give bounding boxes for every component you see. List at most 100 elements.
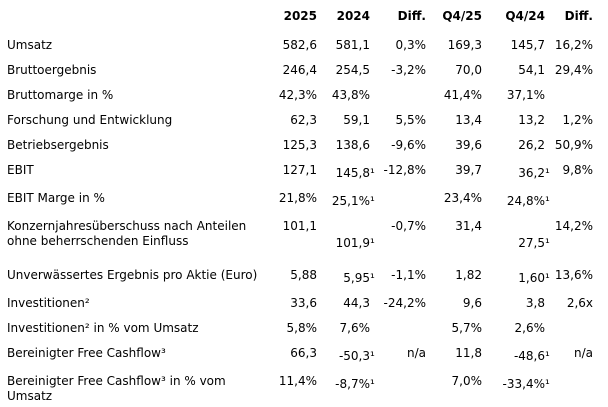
cell-ebit-2025-0: 127,1: [282, 163, 317, 177]
table-header: 2025 2024 Diff. Q4/25 Q4/24 Diff.: [0, 0, 608, 28]
cell-bruttoergebnis-2025-0: 246,4: [282, 63, 317, 77]
cell-bereinigter-free-cashflow-in-vom-umsatz-diff-2: [370, 364, 426, 404]
cell-bruttoergebnis-q4-25-3: 70,0: [455, 63, 482, 77]
footnote-marker: ¹: [545, 271, 550, 285]
cell-konzernjahres-berschuss-nach-anteilen-oh-2025-0: 101,1: [282, 219, 317, 233]
cell-konzernjahres-berschuss-nach-anteilen-oh-2024-1: 101,9 ¹: [317, 209, 375, 258]
cell-betriebsergebnis-diff-5: 50,9%: [554, 138, 593, 152]
column-header-q4-24-5: Q4/24: [505, 9, 545, 23]
column-header-metric: [0, 0, 265, 28]
cell-bruttoergebnis-diff-5: 29,4%: [554, 63, 593, 77]
cell-value: 1,60 ¹: [518, 271, 550, 285]
cell-unverw-ssertes-ergebnis-pro-aktie-euro-q4-24-4: 1,60 ¹: [482, 258, 550, 286]
row-label: Betriebsergebnis: [7, 138, 109, 152]
cell-bruttomarge-in-q4-25-3: 41,4%: [443, 88, 482, 102]
table-row-investitionen-in-vom-umsatz: Investitionen² in % vom Umsatz 5,8% 7,6% 5,…: [0, 311, 608, 336]
cell-ebit-diff-5: 9,8%: [562, 163, 594, 177]
cell-ebit-q4-24-4: 36,2 ¹: [482, 153, 550, 181]
cell-forschung-und-entwicklung-diff-5: 1,2%: [562, 113, 594, 127]
cell-value: -50,3 ¹: [338, 349, 375, 363]
footnote-marker: ¹: [545, 236, 550, 250]
cell-bruttomarge-in-q4-24-4: 37,1%: [506, 88, 545, 102]
cell-betriebsergebnis-2024-1: 138,6: [335, 138, 370, 152]
cell-value: 101,9 ¹: [335, 236, 375, 250]
header-row: 2025 2024 Diff. Q4/25 Q4/24 Diff.: [0, 0, 608, 28]
cell-value: 5,95 ¹: [343, 271, 375, 285]
cell-bereinigter-free-cashflow-in-vom-umsatz-q4-25-3: 7,0%: [451, 374, 483, 388]
cell-bruttoergebnis-diff-2: -3,2%: [391, 63, 426, 77]
table-row-umsatz: Umsatz 582,6 581,1 0,3% 169,3 145,7 16,2%: [0, 28, 608, 53]
cell-ebit-marge-in-2024-1: 25,1% ¹: [317, 181, 375, 209]
table-row-konzernjahres-berschuss-nach-anteilen-oh: Konzernjahresüberschuss nach Anteilen oh…: [0, 209, 608, 258]
row-label: Forschung und Entwicklung: [7, 113, 173, 127]
cell-investitionen-in-vom-umsatz-diff-5: [545, 311, 608, 336]
cell-investitionen-diff-2: -24,2%: [383, 296, 426, 310]
cell-betriebsergebnis-q4-25-3: 39,6: [455, 138, 482, 152]
footnote-marker: ¹: [545, 166, 550, 180]
table-row-forschung-und-entwicklung: Forschung und Entwicklung 62,3 59,1 5,5% 13,…: [0, 103, 608, 128]
cell-value: 24,8% ¹: [506, 194, 550, 208]
cell-unverw-ssertes-ergebnis-pro-aktie-euro-q4-25-3: 1,82: [455, 268, 482, 282]
cell-bereinigter-free-cashflow-2025-0: 66,3: [290, 346, 317, 360]
cell-bereinigter-free-cashflow-2024-1: -50,3 ¹: [317, 336, 375, 364]
footnote-marker: ¹: [370, 349, 375, 363]
cell-value: -8,7% ¹: [335, 377, 375, 391]
cell-forschung-und-entwicklung-2024-1: 59,1: [343, 113, 370, 127]
cell-unverw-ssertes-ergebnis-pro-aktie-euro-diff-5: 13,6%: [554, 268, 593, 282]
table-body: Umsatz 582,6 581,1 0,3% 169,3 145,7 16,2% Brutt…: [0, 28, 608, 404]
cell-forschung-und-entwicklung-diff-2: 5,5%: [395, 113, 427, 127]
cell-investitionen-q4-24-4: 3,8: [525, 296, 545, 310]
cell-umsatz-2024-1: 581,1: [335, 38, 370, 52]
cell-investitionen-in-vom-umsatz-2024-1: 7,6%: [339, 321, 371, 335]
cell-investitionen-in-vom-umsatz-q4-25-3: 5,7%: [451, 321, 483, 335]
footnote-marker: ¹: [370, 377, 375, 391]
cell-bruttomarge-in-2024-1: 43,8%: [331, 88, 370, 102]
footnote-marker: ¹: [370, 236, 375, 250]
column-header-q4-25-4: Q4/25: [442, 9, 482, 23]
cell-ebit-q4-25-3: 39,7: [455, 163, 482, 177]
cell-betriebsergebnis-2025-0: 125,3: [282, 138, 317, 152]
footnote-marker: ¹: [370, 271, 375, 285]
cell-value: 36,2 ¹: [518, 166, 550, 180]
cell-forschung-und-entwicklung-q4-24-4: 13,2: [518, 113, 545, 127]
cell-konzernjahres-berschuss-nach-anteilen-oh-diff-2: -0,7%: [391, 219, 426, 233]
table-row-unverw-ssertes-ergebnis-pro-aktie-euro: Unverwässertes Ergebnis pro Aktie (Euro)…: [0, 258, 608, 286]
cell-investitionen-in-vom-umsatz-diff-2: [370, 311, 426, 336]
cell-value: -48,6 ¹: [513, 349, 550, 363]
cell-bereinigter-free-cashflow-in-vom-umsatz-2025-0: 11,4%: [278, 374, 317, 388]
row-label: Konzernjahresüberschuss nach Anteilen oh…: [7, 219, 247, 248]
footnote-marker: ¹: [370, 194, 375, 208]
cell-ebit-2024-1: 145,8 ¹: [317, 153, 375, 181]
row-label: Investitionen² in % vom Umsatz: [7, 321, 199, 335]
cell-umsatz-q4-25-3: 169,3: [447, 38, 482, 52]
table-row-investitionen: Investitionen² 33,6 44,3 -24,2% 9,6 3,8 2,6x: [0, 286, 608, 311]
cell-value: 145,8 ¹: [335, 166, 375, 180]
cell-bruttoergebnis-q4-24-4: 54,1: [518, 63, 545, 77]
row-label: EBIT: [7, 163, 34, 177]
cell-investitionen-q4-25-3: 9,6: [462, 296, 482, 310]
table-row-bereinigter-free-cashflow-in-vom-umsatz: Bereinigter Free Cashflow³ in % vom Umsa…: [0, 364, 608, 404]
table-row-bruttomarge-in: Bruttomarge in % 42,3% 43,8% 41,4% 37,1%: [0, 78, 608, 103]
cell-konzernjahres-berschuss-nach-anteilen-oh-q4-24-4: 27,5 ¹: [482, 209, 550, 258]
cell-bereinigter-free-cashflow-in-vom-umsatz-q4-24-4: -33,4% ¹: [482, 364, 550, 404]
cell-forschung-und-entwicklung-q4-25-3: 13,4: [455, 113, 482, 127]
row-label: Bereinigter Free Cashflow³: [7, 346, 166, 360]
cell-ebit-marge-in-diff-2: [370, 181, 426, 209]
cell-bereinigter-free-cashflow-q4-25-3: 11,8: [455, 346, 482, 360]
cell-value: -33,4% ¹: [502, 377, 550, 391]
cell-investitionen-diff-5: 2,6x: [566, 296, 593, 310]
cell-bereinigter-free-cashflow-diff-2: n/a: [406, 346, 426, 360]
cell-bereinigter-free-cashflow-in-vom-umsatz-2024-1: -8,7% ¹: [317, 364, 375, 404]
cell-betriebsergebnis-q4-24-4: 26,2: [518, 138, 545, 152]
table-row-bruttoergebnis: Bruttoergebnis 246,4 254,5 -3,2% 70,0 54,1 29,…: [0, 53, 608, 78]
footnote-marker: ¹: [545, 349, 550, 363]
cell-bruttomarge-in-diff-2: [370, 78, 426, 103]
row-label: Bereinigter Free Cashflow³ in % vom Umsa…: [7, 374, 226, 403]
cell-konzernjahres-berschuss-nach-anteilen-oh-q4-25-3: 31,4: [455, 219, 482, 233]
cell-ebit-diff-2: -12,8%: [383, 163, 426, 177]
cell-umsatz-diff-2: 0,3%: [395, 38, 427, 52]
cell-forschung-und-entwicklung-2025-0: 62,3: [290, 113, 317, 127]
column-header-diff-3: Diff.: [397, 9, 426, 23]
cell-investitionen-2025-0: 33,6: [290, 296, 317, 310]
